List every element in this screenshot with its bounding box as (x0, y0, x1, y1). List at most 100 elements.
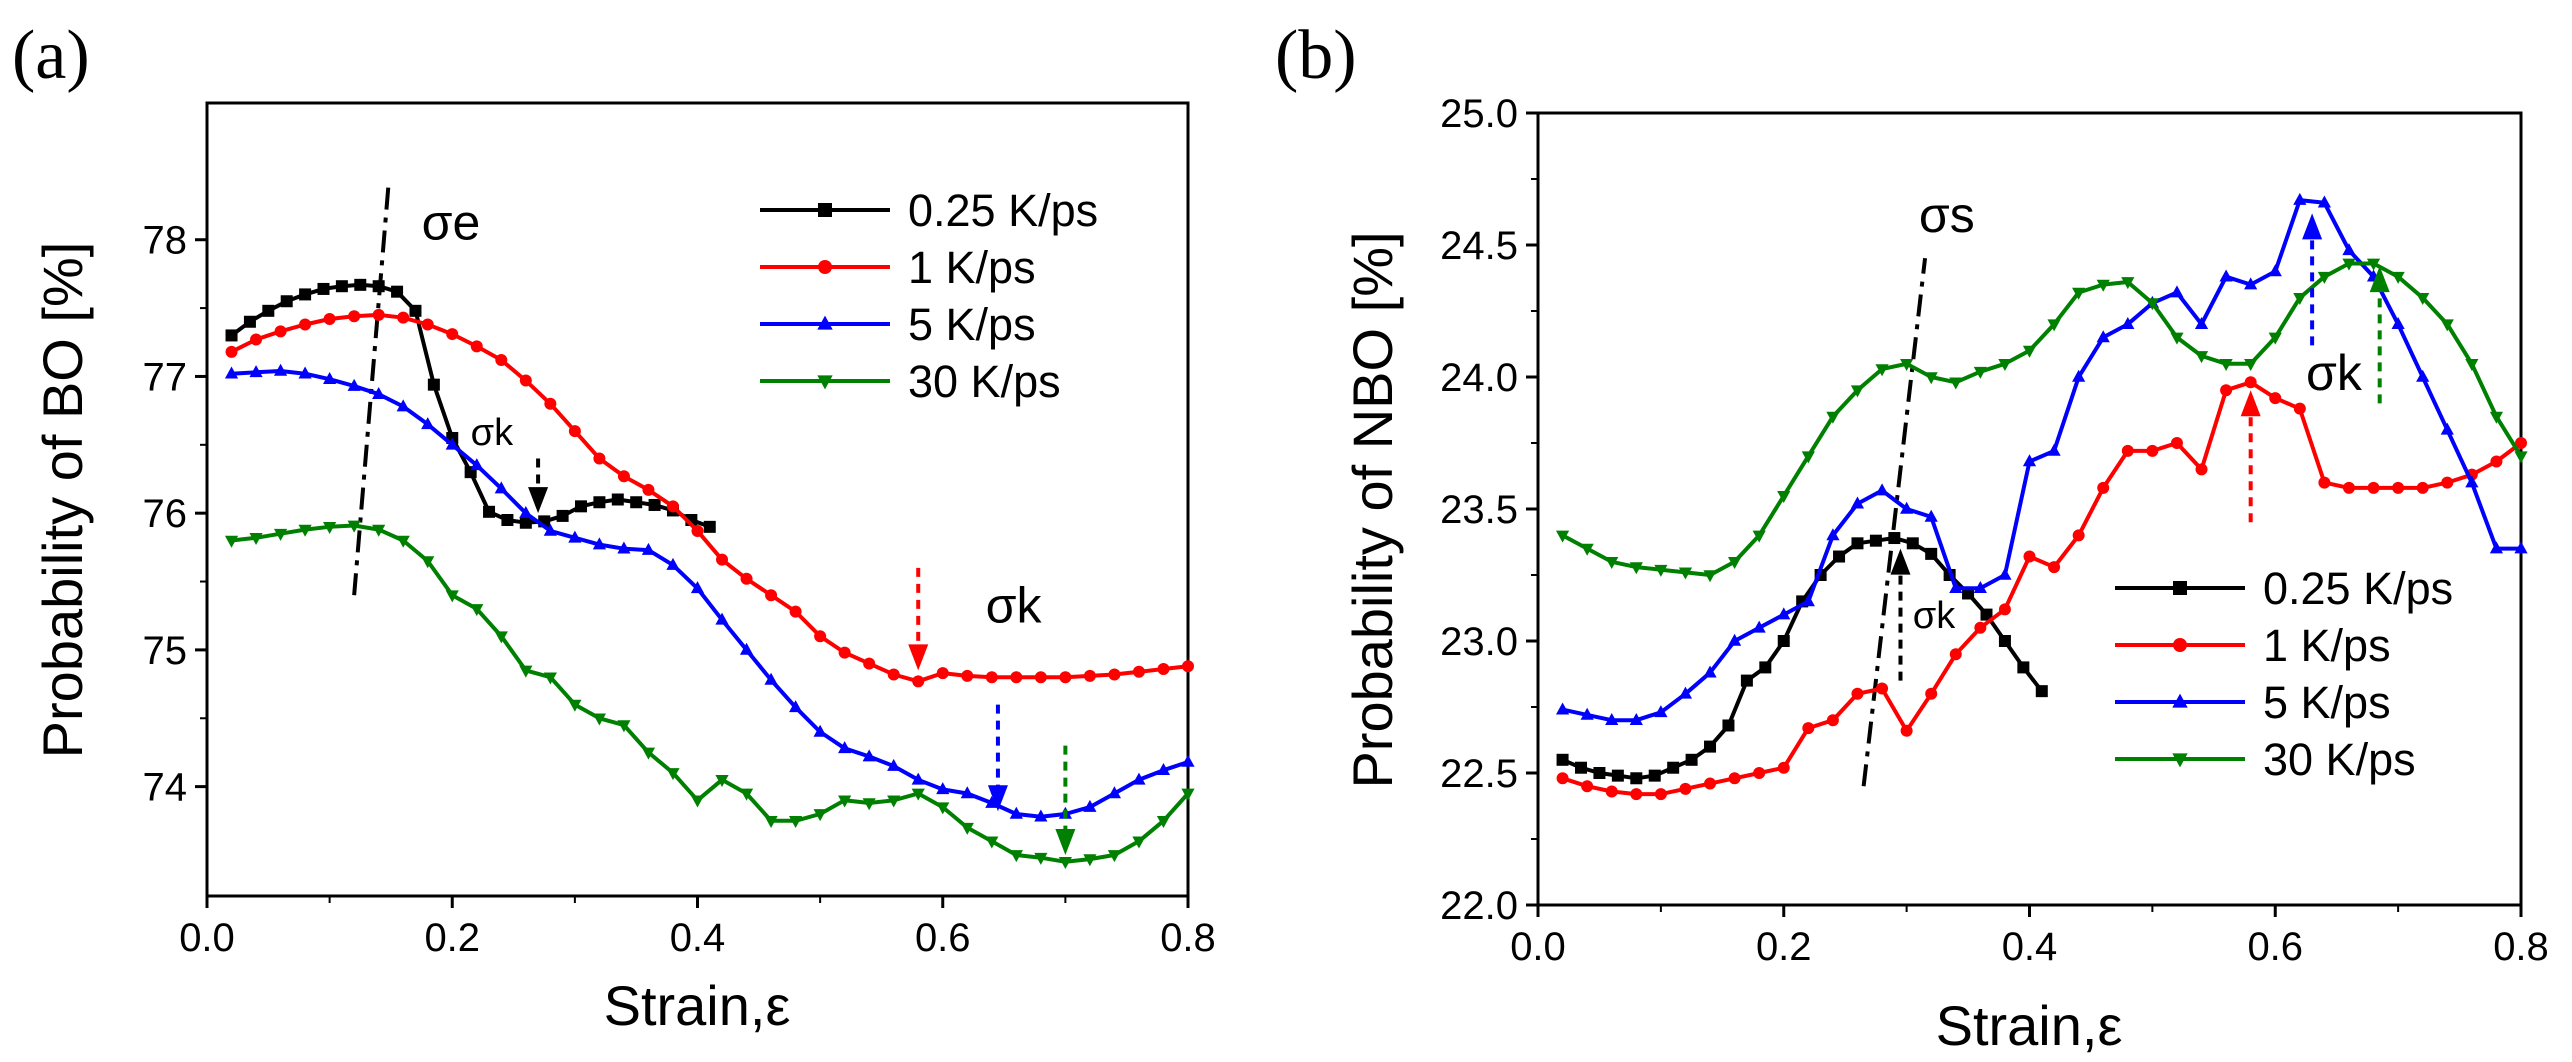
data-point (1869, 534, 1882, 547)
panel-b-guide-line (1861, 257, 1928, 787)
data-point (1802, 722, 1815, 735)
data-point (1875, 483, 1889, 496)
data-point (273, 528, 288, 541)
data-point (2121, 277, 2135, 290)
data-point (372, 308, 385, 321)
data-point (335, 280, 348, 293)
y-tick-label: 24.5 (1440, 224, 1518, 268)
data-point (1900, 724, 1913, 737)
data-point (556, 509, 569, 522)
data-point (838, 646, 851, 659)
data-point (519, 505, 533, 518)
data-point (2515, 437, 2527, 449)
data-point (1593, 767, 1606, 779)
data-point (1876, 682, 1889, 695)
data-point (2293, 402, 2306, 415)
panel-a-ticks: 0.0 0.2 0.4 0.6 0.8 74 75 76 77 78 (143, 219, 1216, 960)
legend-marker (2173, 581, 2187, 595)
series-line (1561, 536, 2044, 781)
data-point (765, 589, 778, 602)
data-point (1010, 671, 1023, 684)
legend-marker (2172, 693, 2188, 708)
data-point (1962, 587, 1975, 600)
data-point (224, 535, 239, 548)
series-line (231, 523, 1190, 864)
arrow-marker (528, 458, 549, 514)
data-point (703, 520, 716, 533)
arrow-head (987, 785, 1008, 812)
data-point (1605, 713, 1619, 725)
data-point (1678, 686, 1693, 699)
data-point (2391, 271, 2405, 284)
data-point (2194, 317, 2209, 329)
data-point (470, 340, 483, 353)
y-tick-label: 77 (143, 355, 188, 399)
data-point (1132, 836, 1146, 849)
panel-a-annotation-sigma-k-black: σk (471, 412, 514, 454)
data-point (2121, 444, 2134, 457)
data-point (1108, 668, 1121, 681)
data-point (1949, 581, 1963, 593)
data-point (445, 437, 459, 450)
data-point (299, 318, 312, 331)
data-point (813, 724, 827, 737)
y-tick-label: 25.0 (1440, 92, 1518, 136)
data-point (716, 553, 729, 566)
data-point (1083, 854, 1097, 867)
arrow-marker (1055, 745, 1076, 855)
data-point (1925, 547, 1938, 560)
data-point (2342, 481, 2355, 494)
data-point (617, 541, 631, 554)
y-tick-label: 22.0 (1440, 884, 1518, 928)
data-point (347, 520, 361, 533)
data-point (519, 374, 532, 387)
data-point (1580, 707, 1594, 720)
data-point (2194, 351, 2209, 364)
data-point (372, 280, 385, 293)
legend-marker (818, 203, 832, 217)
data-point (519, 665, 533, 678)
data-point (2465, 475, 2479, 488)
data-point (2514, 451, 2528, 464)
data-point (446, 328, 459, 341)
legend-item: 30 K/ps (760, 356, 1061, 407)
data-point (1107, 850, 1122, 863)
data-point (739, 788, 754, 801)
data-point (641, 542, 656, 555)
data-point (1998, 359, 2012, 371)
legend-marker (2173, 638, 2187, 652)
arrow-marker (2240, 390, 2261, 523)
y-tick-label: 75 (143, 629, 188, 673)
data-point (2022, 345, 2037, 358)
data-point (2514, 541, 2528, 554)
panel-a-arrow-markers (528, 458, 1076, 855)
data-point (1181, 788, 1195, 801)
series-line (230, 312, 1189, 684)
data-point (249, 365, 263, 378)
arrow-head (1055, 828, 1076, 855)
data-point (1759, 661, 1772, 674)
data-point (2195, 463, 2208, 476)
data-point (961, 669, 974, 682)
data-point (2318, 476, 2331, 489)
data-point (2072, 369, 2086, 382)
data-point (2342, 258, 2356, 271)
arrow-head (1890, 548, 1911, 575)
data-point (2391, 317, 2405, 329)
data-point (2440, 319, 2454, 332)
data-point (1973, 581, 1987, 593)
data-point (1555, 702, 1570, 715)
data-point (1629, 713, 1643, 725)
data-point (1630, 772, 1643, 785)
arrow-head (2302, 213, 2323, 240)
data-point (1777, 491, 1791, 503)
data-point (1728, 633, 1742, 646)
panel-a-annotation-sigma-e: σe (422, 195, 481, 251)
data-point (1107, 786, 1122, 799)
data-point (1974, 621, 1987, 634)
y-tick-label: 24.0 (1440, 356, 1518, 400)
legend-marker (817, 315, 833, 330)
data-point (2317, 271, 2331, 284)
data-point (495, 354, 508, 367)
data-point (2170, 332, 2184, 345)
